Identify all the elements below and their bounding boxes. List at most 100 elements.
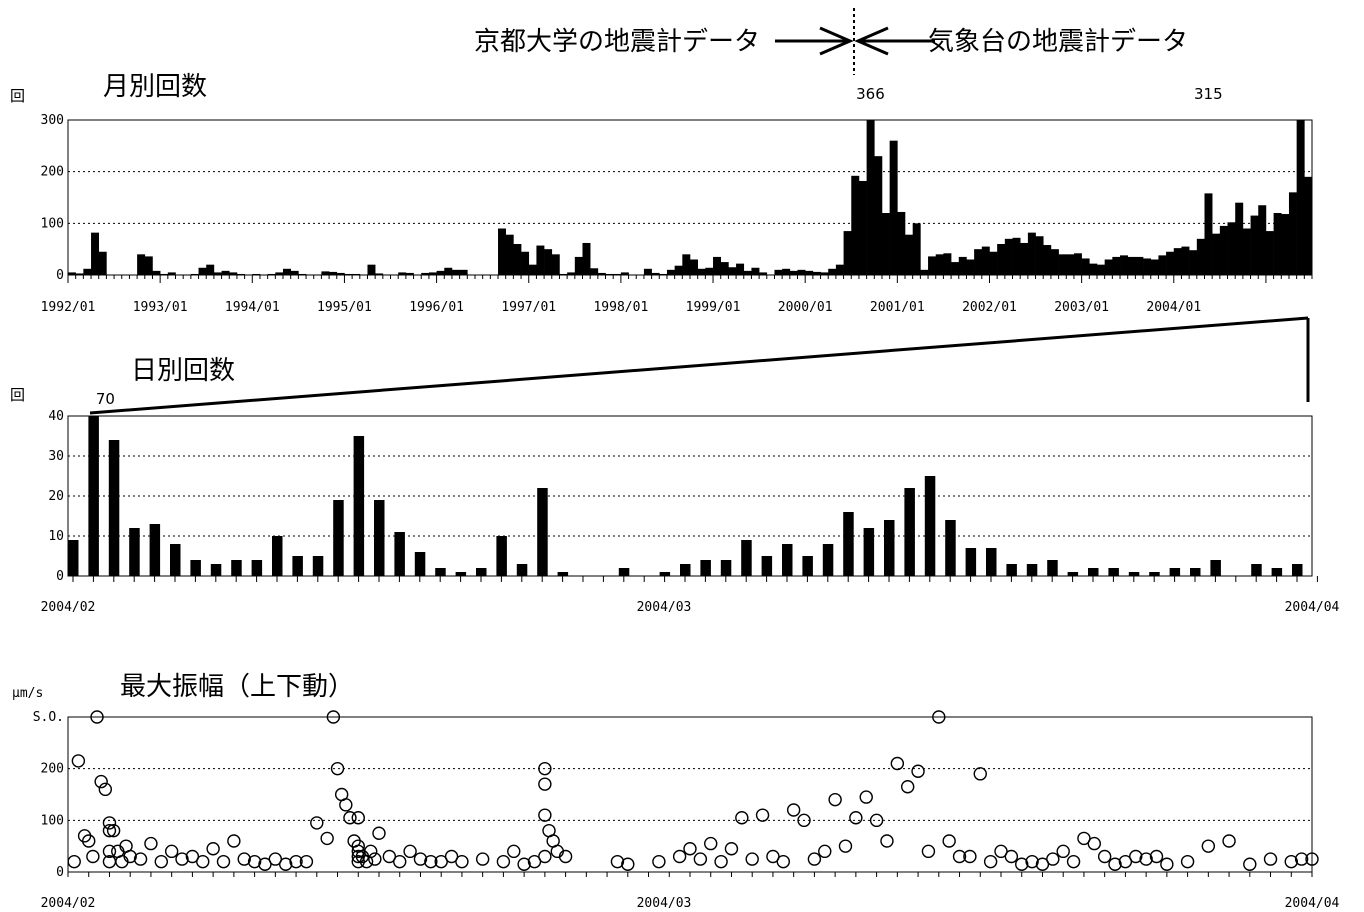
- daily-bar: [210, 564, 222, 576]
- amplitude-axis-ticks: [67, 872, 1313, 877]
- daily-bar: [761, 556, 773, 576]
- monthly-bar: [590, 268, 599, 275]
- monthly-bar: [275, 272, 284, 275]
- monthly-bar: [1189, 250, 1198, 275]
- monthly-bar: [1120, 255, 1129, 275]
- amplitude-point: [818, 844, 832, 859]
- monthly-bar: [605, 273, 614, 275]
- monthly-bar: [974, 249, 983, 275]
- amplitude-point: [279, 857, 293, 871]
- daily-bar: [68, 540, 79, 576]
- amplitude-points: [67, 710, 1319, 871]
- amplitude-point: [838, 839, 853, 853]
- daily-xtick-label: 2004/02: [41, 600, 96, 615]
- monthly-bar: [1104, 259, 1113, 275]
- amplitude-xtick-label: 2004/03: [637, 896, 692, 911]
- monthly-bar: [1035, 236, 1044, 275]
- monthly-bar: [75, 273, 84, 275]
- daily-bar: [414, 552, 426, 576]
- monthly-bar: [98, 251, 107, 275]
- monthly-bar: [751, 267, 760, 275]
- amplitude-point: [1046, 852, 1060, 866]
- amplitude-point: [1056, 844, 1070, 859]
- amplitude-point: [776, 854, 790, 869]
- amplitude-point: [216, 854, 231, 869]
- daily-bar: [618, 568, 630, 576]
- amplitude-point: [704, 836, 718, 851]
- amplitude-point: [455, 854, 469, 869]
- amplitude-point: [444, 849, 459, 864]
- amplitude-point: [1015, 857, 1029, 871]
- monthly-bar: [1173, 248, 1182, 275]
- monthly-bar: [306, 274, 315, 275]
- daily-bar: [1088, 568, 1099, 576]
- daily-bar: [190, 560, 201, 576]
- monthly-bar: [375, 273, 384, 275]
- monthly-xtick-label: 2000/01: [778, 300, 833, 315]
- monthly-bar: [221, 270, 230, 275]
- amplitude-point: [299, 854, 314, 869]
- amplitude-point: [320, 831, 334, 846]
- monthly-bar: [336, 272, 345, 275]
- amplitude-point: [880, 834, 894, 848]
- amplitude-point: [963, 849, 977, 864]
- monthly-bar: [736, 263, 745, 275]
- amplitude-point: [1201, 839, 1216, 853]
- monthly-bar: [1265, 231, 1274, 275]
- monthly-bar: [935, 254, 944, 275]
- monthly-bar: [874, 156, 883, 275]
- monthly-xtick-label: 1997/01: [501, 300, 556, 315]
- monthly-xtick-label: 2001/01: [870, 300, 925, 315]
- monthly-bar: [521, 251, 530, 275]
- amplitude-point: [921, 844, 936, 859]
- daily-bar: [741, 540, 752, 576]
- amplitude-point: [652, 854, 666, 869]
- amplitude-point: [330, 761, 345, 776]
- monthly-bar: [1096, 264, 1105, 275]
- monthly-bar: [1089, 263, 1098, 275]
- monthly-bars: [68, 120, 1313, 275]
- amplitude-point: [102, 844, 117, 859]
- transition-arrow-icon: [775, 8, 935, 75]
- monthly-bar: [444, 267, 453, 275]
- amplitude-point: [538, 849, 552, 864]
- monthly-bar: [190, 273, 199, 275]
- amplitude-point: [475, 852, 490, 866]
- amplitude-point: [786, 803, 801, 817]
- monthly-bar: [1135, 256, 1144, 275]
- amplitude-point: [849, 811, 863, 825]
- monthly-bar: [513, 244, 522, 275]
- monthly-bar: [1020, 242, 1029, 275]
- monthly-bar: [398, 272, 407, 275]
- monthly-bar: [91, 232, 100, 275]
- monthly-bar: [659, 273, 668, 275]
- monthly-bar: [413, 274, 422, 275]
- amplitude-point: [1243, 857, 1257, 871]
- amplitude-point: [766, 849, 780, 864]
- monthly-bar: [674, 265, 683, 275]
- amplitude-point: [102, 816, 117, 830]
- monthly-bar: [1273, 213, 1282, 275]
- monthly-bar: [728, 267, 737, 275]
- amplitude-point: [227, 834, 241, 848]
- daily-bar: [108, 440, 120, 576]
- daily-bar: [1067, 572, 1079, 576]
- amplitude-point: [496, 854, 511, 869]
- monthly-bar: [759, 272, 768, 275]
- monthly-bar: [405, 272, 414, 275]
- monthly-bar: [137, 254, 146, 275]
- daily-bar: [700, 560, 711, 576]
- monthly-bar: [267, 273, 276, 275]
- monthly-bar: [1181, 246, 1190, 275]
- monthly-bar: [613, 273, 622, 275]
- monthly-bar: [797, 269, 806, 275]
- monthly-bar: [943, 253, 952, 275]
- daily-ytick-label: 10: [48, 529, 64, 544]
- amplitude-point: [1077, 831, 1091, 846]
- monthly-bar: [720, 262, 729, 275]
- amplitude-point: [1087, 836, 1102, 851]
- monthly-xtick-label: 1994/01: [225, 300, 280, 315]
- monthly-bar: [83, 268, 92, 275]
- monthly-bar: [1112, 256, 1121, 275]
- monthly-bar: [951, 262, 960, 275]
